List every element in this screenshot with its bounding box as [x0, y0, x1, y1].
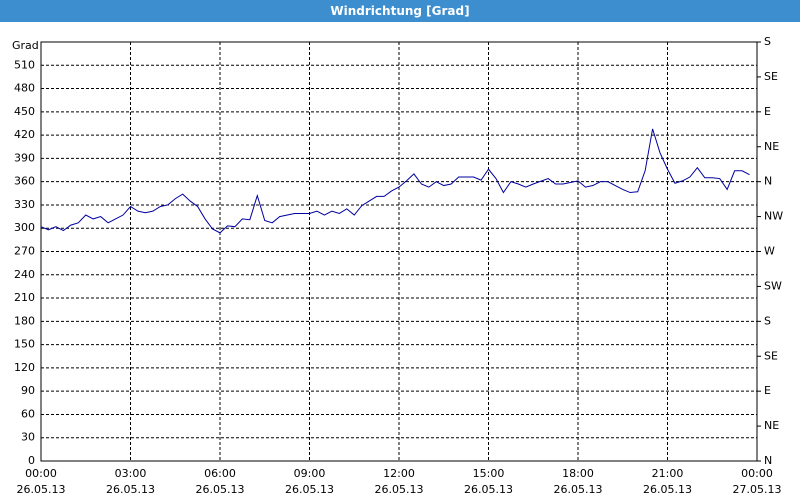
y-axis-label: Grad [12, 39, 39, 52]
x-tick-date: 26.05.13 [196, 483, 245, 496]
y-tick-label: 480 [14, 82, 35, 95]
y-tick-label: 420 [14, 128, 35, 141]
y2-tick-label: S [764, 314, 771, 327]
y2-tick-label: SE [764, 70, 778, 83]
y2-tick-label: N [764, 175, 772, 188]
y-tick-label: 450 [14, 105, 35, 118]
y2-tick-label: SW [764, 279, 782, 292]
y-tick-label: 180 [14, 314, 35, 327]
x-tick-label: 18:00 [562, 467, 594, 480]
x-tick-date: 26.05.13 [106, 483, 155, 496]
y-tick-label: 510 [14, 58, 35, 71]
y2-tick-label: E [764, 384, 771, 397]
y-tick-label: 0 [28, 454, 35, 467]
y-tick-label: 270 [14, 245, 35, 258]
y2-tick-label: N [764, 454, 772, 467]
data-line [40, 128, 750, 234]
y2-tick-label: S [764, 35, 771, 48]
y2-tick-label: W [764, 245, 775, 258]
x-tick-label: 15:00 [473, 467, 505, 480]
x-tick-date: 26.05.13 [17, 483, 66, 496]
x-tick-date: 27.05.13 [733, 483, 782, 496]
x-tick-date: 26.05.13 [285, 483, 334, 496]
title-bar: Windrichtung [Grad] [0, 0, 800, 22]
y-tick-label: 390 [14, 151, 35, 164]
y2-tick-label: NE [764, 419, 779, 432]
y2-tick-label: NW [764, 210, 783, 223]
x-tick-date: 26.05.13 [643, 483, 692, 496]
x-tick-label: 03:00 [115, 467, 147, 480]
y-tick-label: 150 [14, 338, 35, 351]
chart: Grad 0 30 60 90 120 150 180 210 240 270 300 330 360 3… [12, 35, 783, 496]
y2-tick-label: NE [764, 140, 779, 153]
y2-tick-label: E [764, 105, 771, 118]
y-tick-label: 30 [21, 431, 35, 444]
x-tick-label: 06:00 [204, 467, 236, 480]
x-tick-date: 26.05.13 [375, 483, 424, 496]
y-tick-label: 240 [14, 268, 35, 281]
x-tick-label: 00:00 [741, 467, 773, 480]
x-tick-date: 26.05.13 [554, 483, 603, 496]
x-tick-label: 12:00 [383, 467, 415, 480]
y-tick-label: 360 [14, 175, 35, 188]
y-tick-label: 60 [21, 407, 35, 420]
y-tick-label: 210 [14, 291, 35, 304]
x-tick-label: 21:00 [652, 467, 684, 480]
y-tick-label: 330 [14, 198, 35, 211]
x-tick-label: 00:00 [25, 467, 57, 480]
y-tick-label: 90 [21, 384, 35, 397]
y-tick-label: 120 [14, 361, 35, 374]
x-tick-label: 09:00 [294, 467, 326, 480]
y2-tick-label: SE [764, 349, 778, 362]
x-tick-date: 26.05.13 [464, 483, 513, 496]
y-tick-label: 300 [14, 221, 35, 234]
